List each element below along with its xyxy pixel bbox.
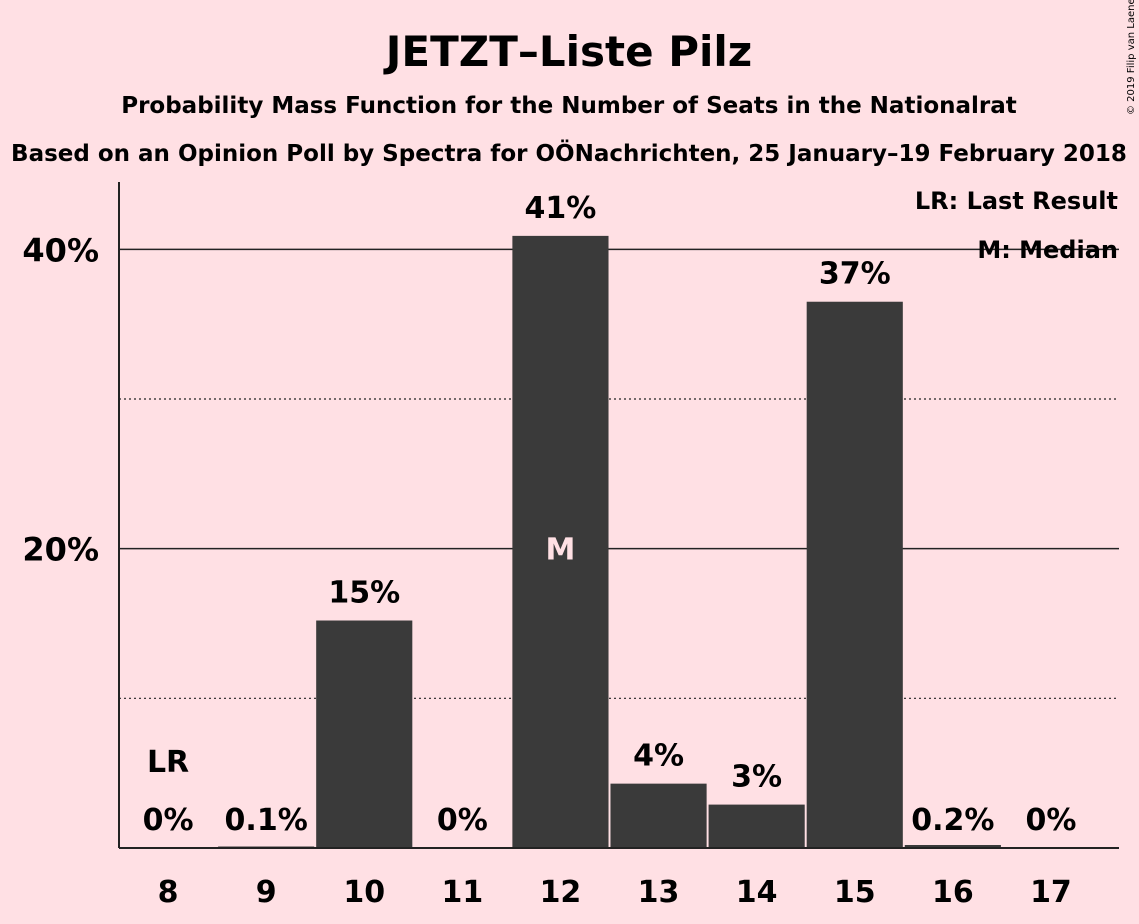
bar-10 bbox=[316, 620, 413, 848]
y-tick-label: 40% bbox=[22, 231, 99, 269]
bar-16 bbox=[904, 845, 1001, 848]
x-tick-label: 10 bbox=[343, 875, 385, 910]
bar-12 bbox=[512, 235, 609, 848]
bar-14 bbox=[708, 804, 805, 848]
data-label-14: 3% bbox=[731, 760, 782, 795]
legend-median: M: Median bbox=[977, 236, 1118, 264]
copyright: © 2019 Filip van Laenen bbox=[1126, 0, 1137, 115]
x-tick-label: 13 bbox=[638, 875, 680, 910]
data-label-17: 0% bbox=[1025, 803, 1076, 838]
bars bbox=[218, 235, 1001, 848]
data-label-11: 0% bbox=[437, 803, 488, 838]
chart-subtitle-source: Based on an Opinion Poll by Spectra for … bbox=[11, 139, 1127, 167]
bar-15 bbox=[806, 301, 903, 848]
bar-13 bbox=[610, 783, 707, 848]
data-label-13: 4% bbox=[633, 739, 684, 774]
data-label-10: 15% bbox=[328, 576, 400, 611]
x-tick-label: 17 bbox=[1030, 875, 1072, 910]
x-tick-label: 15 bbox=[834, 875, 876, 910]
axes: 20% 40% 8 9 10 11 12 13 14 15 16 17 bbox=[22, 182, 1119, 910]
x-tick-label: 16 bbox=[932, 875, 974, 910]
data-label-8: 0% bbox=[143, 803, 194, 838]
x-tick-label: 8 bbox=[158, 875, 179, 910]
data-label-15: 37% bbox=[819, 257, 891, 292]
x-tick-label: 11 bbox=[441, 875, 483, 910]
data-labels: 0% LR 0.1% 15% 0% 41% M 4% 3% 37% 0.2% 0% bbox=[143, 191, 1077, 838]
x-tick-label: 9 bbox=[256, 875, 277, 910]
x-tick-label: 14 bbox=[736, 875, 778, 910]
data-label-16: 0.2% bbox=[911, 803, 994, 838]
data-label-9: 0.1% bbox=[225, 803, 308, 838]
data-label-12: 41% bbox=[525, 191, 597, 226]
chart-subtitle: Probability Mass Function for the Number… bbox=[121, 93, 1017, 119]
legend-last-result: LR: Last Result bbox=[915, 187, 1118, 215]
gridlines bbox=[119, 248, 1119, 699]
median-marker: M bbox=[546, 533, 576, 568]
x-tick-label: 12 bbox=[540, 875, 582, 910]
y-tick-label: 20% bbox=[22, 531, 99, 569]
chart-title: JETZT–Liste Pilz bbox=[383, 27, 752, 76]
last-result-marker: LR bbox=[147, 745, 189, 780]
